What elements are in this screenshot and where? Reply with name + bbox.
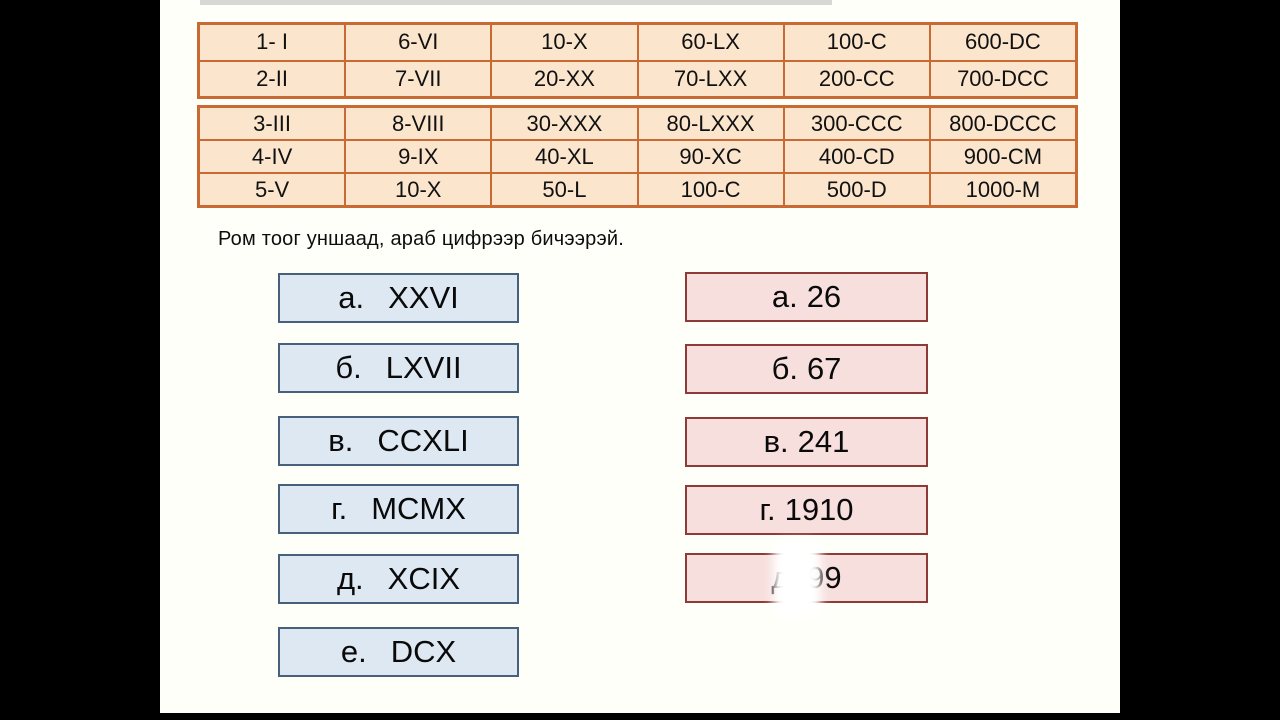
item-value: LXVII [385, 350, 462, 385]
arabic-number-box: б. 67 [685, 344, 928, 394]
table-cell: 5-V [199, 173, 346, 206]
roman-numeral-box: д. XCIX [278, 554, 519, 604]
item-value: 67 [806, 351, 842, 386]
table-cell: 50-L [491, 173, 638, 206]
table-cell: 80-LXXX [637, 107, 784, 140]
letterbox-right [1120, 0, 1280, 720]
item-label: а. [771, 279, 798, 314]
cropped-content-remnant [200, 0, 832, 5]
arabic-number-box: а. 26 [685, 272, 928, 322]
roman-numeral-box: в. CCXLI [278, 416, 519, 466]
table-cell: 2-II [199, 60, 346, 97]
roman-numeral-box: е. DCX [278, 627, 519, 677]
table-cell: 100-C [637, 173, 784, 206]
white-smudge-overlay [773, 541, 821, 617]
table-cell: 500-D [783, 173, 930, 206]
roman-numeral-conversion-table: 1- I 6-VI 10-X 60-LX 100-C 600-DC 2-II 7-VII 20-… [197, 22, 1078, 208]
table-cell: 1- I [199, 24, 346, 61]
table-cell: 10-X [491, 24, 638, 61]
table-cell: 10-X [345, 173, 492, 206]
roman-numeral-box: б. LXVII [278, 343, 519, 393]
table-cell: 100-C [783, 24, 930, 61]
item-label: д. [336, 561, 364, 596]
table-cell: 200-CC [783, 60, 930, 97]
item-value: MCMX [371, 491, 466, 526]
conversion-table-group-1: 1- I 6-VI 10-X 60-LX 100-C 600-DC 2-II 7-VII 20-… [197, 22, 1078, 99]
table-cell: 600-DC [929, 24, 1076, 61]
table-cell: 40-XL [491, 140, 638, 173]
roman-numeral-box: г. MCMX [278, 484, 519, 534]
item-value: XCIX [387, 561, 461, 596]
table-cell: 7-VII [345, 60, 492, 97]
table-cell: 1000-M [929, 173, 1076, 206]
item-label: в. [763, 424, 789, 459]
item-label: б. [335, 350, 362, 385]
task-instruction: Ром тоог уншаад, араб цифрээр бичээрэй. [218, 228, 625, 250]
table-cell: 4-IV [199, 140, 346, 173]
item-value: CCXLI [377, 423, 469, 458]
item-label: а. [338, 280, 365, 315]
table-cell: 800-DCCC [929, 107, 1076, 140]
arabic-number-box: в. 241 [685, 417, 928, 467]
item-value: 26 [806, 279, 842, 314]
table-cell: 900-CM [929, 140, 1076, 173]
item-label: г. [331, 491, 348, 526]
arabic-number-box: г. 1910 [685, 485, 928, 535]
table-cell: 9-IX [345, 140, 492, 173]
item-value: DCX [390, 634, 457, 669]
table-cell: 300-CCC [783, 107, 930, 140]
table-cell: 3-III [199, 107, 346, 140]
item-label: в. [328, 423, 354, 458]
table-cell: 400-CD [783, 140, 930, 173]
table-cell: 6-VI [345, 24, 492, 61]
table-cell: 8-VIII [345, 107, 492, 140]
table-cell: 60-LX [637, 24, 784, 61]
item-value: 241 [797, 424, 850, 459]
table-cell: 700-DCC [929, 60, 1076, 97]
item-label: б. [771, 351, 798, 386]
letterbox-left [0, 0, 160, 720]
item-value: XXVI [388, 280, 459, 315]
conversion-table-group-2: 3-III 8-VIII 30-XXX 80-LXXX 300-CCC 800-DCCC 4… [197, 105, 1078, 208]
item-label: г. [759, 492, 776, 527]
table-cell: 30-XXX [491, 107, 638, 140]
letterbox-bottom [0, 713, 1280, 720]
item-value: 1910 [784, 492, 854, 527]
table-cell: 20-XX [491, 60, 638, 97]
table-cell: 90-XC [637, 140, 784, 173]
slide-page: 1- I 6-VI 10-X 60-LX 100-C 600-DC 2-II 7-VII 20-… [160, 0, 1120, 713]
item-label: е. [340, 634, 367, 669]
table-cell: 70-LXX [637, 60, 784, 97]
roman-numeral-box: а. XXVI [278, 273, 519, 323]
